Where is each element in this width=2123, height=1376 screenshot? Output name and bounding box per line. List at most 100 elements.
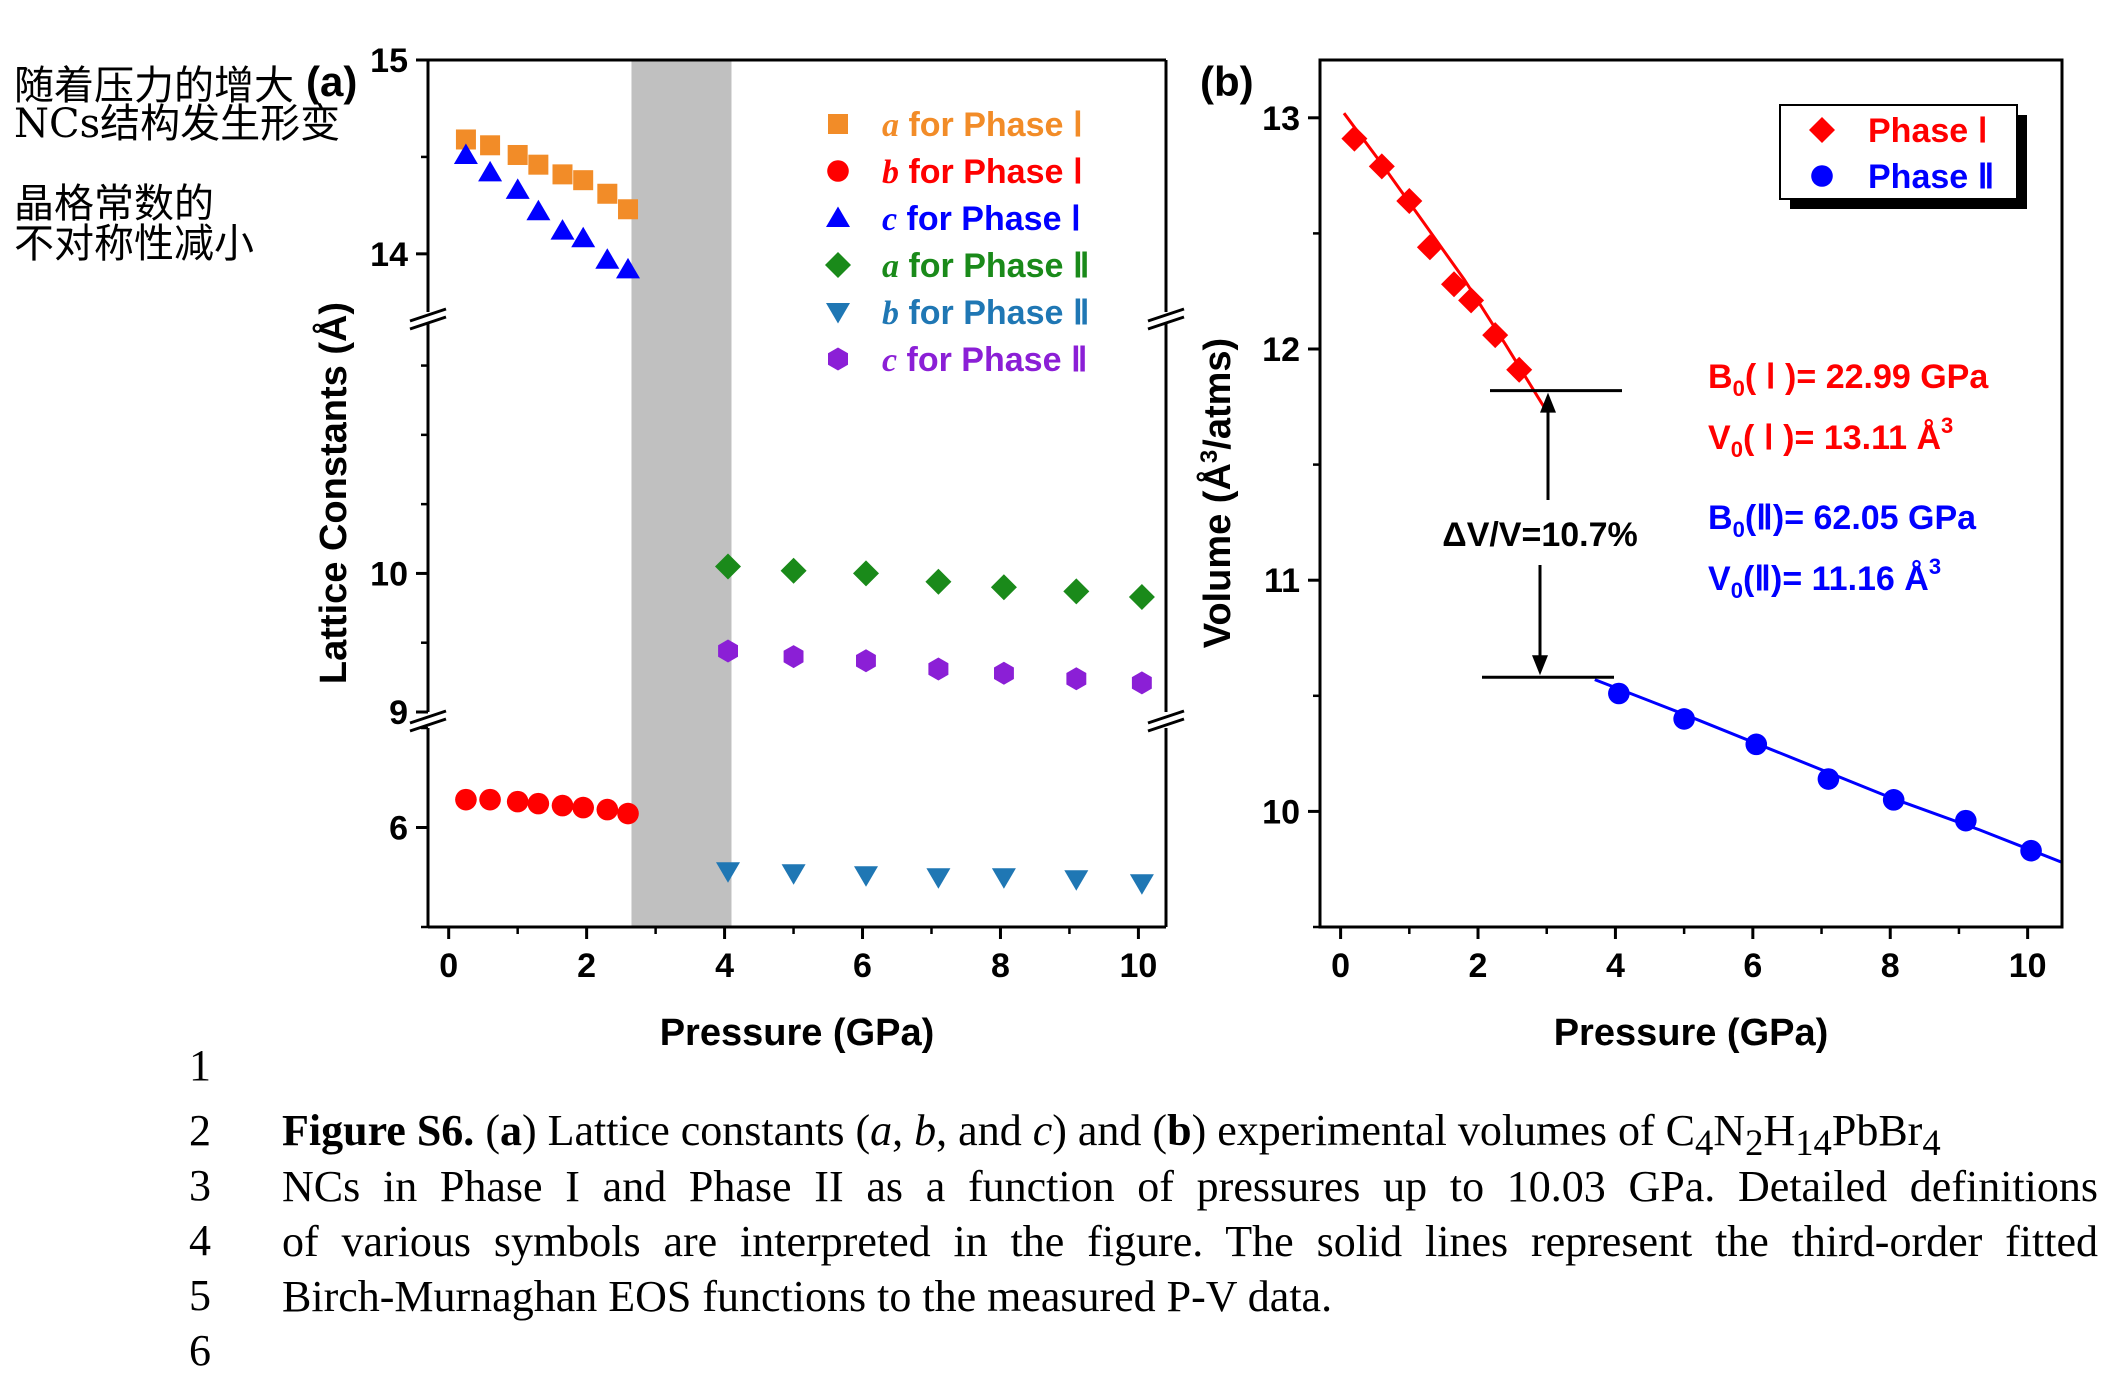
eos-fit-line <box>1342 112 1548 413</box>
y-tick-label: 6 <box>389 810 408 848</box>
axis-break-mark <box>1147 709 1185 725</box>
data-point <box>854 866 878 887</box>
x-tick-label: 4 <box>1606 947 1625 985</box>
panel-b-eos-fit-lines <box>1342 112 2062 864</box>
data-point <box>1506 356 1533 383</box>
legend-marker <box>827 160 849 182</box>
y-tick-label: 11 <box>1264 562 1300 600</box>
y-tick-label: 9 <box>389 694 408 732</box>
data-point <box>1128 584 1155 610</box>
data-point <box>1882 789 1905 811</box>
axis-break-mark <box>1147 307 1185 323</box>
data-point <box>853 560 879 587</box>
legend-label: c for Phase Ⅱ <box>882 341 1088 379</box>
data-point <box>1341 125 1368 152</box>
volume-collapse-annotation <box>1482 389 1622 679</box>
legend-marker <box>825 252 851 278</box>
x-tick-label: 6 <box>853 947 872 985</box>
data-point <box>480 135 501 156</box>
data-point <box>551 794 574 817</box>
y-tick-label: 14 <box>370 236 408 274</box>
legend-text: for Phase Ⅰ <box>897 200 1081 238</box>
fit-parameter: B0(Ⅱ)= 62.05 GPa <box>1708 499 1977 542</box>
data-point <box>1129 874 1154 895</box>
panel-b-label: (b) <box>1200 58 1254 105</box>
legend-marker <box>826 303 850 324</box>
line-number: 6 <box>189 1326 211 1375</box>
data-point <box>1817 768 1840 790</box>
panel-b-y-axis-label-main: Volume (Å <box>1195 463 1239 648</box>
arrow-head-up <box>1540 392 1556 413</box>
data-point <box>597 183 618 204</box>
legend-marker <box>826 206 850 227</box>
data-point <box>479 788 501 811</box>
line-number: 1 <box>189 1041 211 1090</box>
data-point <box>780 557 807 584</box>
y-tick-label: 10 <box>370 555 408 593</box>
x-tick-label: 10 <box>2009 947 2047 985</box>
data-point <box>781 864 806 885</box>
legend-text: for Phase Ⅱ <box>899 247 1090 285</box>
data-point <box>716 862 740 883</box>
data-point <box>1608 682 1630 705</box>
arrow-head-down <box>1532 655 1548 676</box>
data-point <box>1441 271 1467 298</box>
legend-text: for Phase Ⅰ <box>899 153 1083 191</box>
panel-b-data-points <box>1341 125 2042 862</box>
y-tick-label: 15 <box>370 42 408 80</box>
data-point <box>526 199 551 221</box>
x-tick-label: 0 <box>439 947 458 985</box>
line-number: 4 <box>189 1216 211 1265</box>
y-tick-label: 12 <box>1262 331 1300 369</box>
data-point <box>1131 671 1152 695</box>
panel-a-y-axis-label: Lattice Constants (Å) <box>311 302 355 684</box>
panel-b-legend: Phase Ⅰ Phase Ⅱ <box>1779 104 2027 209</box>
legend-variable: c <box>882 201 897 238</box>
x-tick-label: 8 <box>991 947 1010 985</box>
axis-break-mark <box>1147 315 1185 331</box>
caption-figure-label: Figure S6. <box>282 1106 475 1155</box>
panel-b-x-ticks: 0 2 4 6 8 10 <box>1331 927 2047 985</box>
panel-a-legend: a for Phase Ⅰb for Phase Ⅰc for Phase Ⅰa… <box>825 106 1090 379</box>
x-tick-label: 10 <box>1119 947 1157 985</box>
x-tick-label: 8 <box>1881 947 1900 985</box>
fit-parameter: V0( Ⅰ )= 13.11 Å3 <box>1708 413 1953 462</box>
data-point <box>506 790 529 813</box>
legend-marker <box>828 347 848 371</box>
data-point <box>1482 322 1509 349</box>
data-point <box>928 657 949 681</box>
legend-label: a for Phase Ⅱ <box>882 247 1090 285</box>
data-point <box>925 568 952 595</box>
legend-text: for Phase Ⅱ <box>899 294 1090 332</box>
data-point <box>455 129 476 150</box>
data-point <box>718 639 738 663</box>
data-point <box>1416 234 1443 261</box>
data-point <box>1066 667 1087 691</box>
panel-b-y-axis-label: Volume (Å3/atms) <box>1195 338 1239 648</box>
x-tick-label: 6 <box>1743 947 1762 985</box>
data-point <box>1396 188 1423 214</box>
data-point <box>990 574 1017 601</box>
data-point <box>1955 809 1977 832</box>
annotation-note-line-1: 随着压力的增大 <box>14 63 294 109</box>
data-point <box>571 226 596 248</box>
x-tick-label: 0 <box>1331 947 1350 985</box>
data-point <box>596 798 619 821</box>
legend-variable: a <box>882 107 899 144</box>
axis-break-mark <box>409 307 447 323</box>
data-point <box>550 219 575 240</box>
data-point <box>991 868 1016 889</box>
annotation-note-line-3: 晶格常数的 <box>14 181 214 227</box>
figure-caption-line-2: NCs in Phase I and Phase II as a functio… <box>282 1162 2098 1211</box>
data-point <box>572 796 594 819</box>
legend-label: Phase Ⅰ <box>1868 112 1988 150</box>
annotation-note-line-4: 不对称性减小 <box>14 221 254 267</box>
data-point <box>994 661 1014 685</box>
data-point <box>507 144 528 165</box>
legend-variable: b <box>882 154 899 191</box>
x-tick-label: 2 <box>1469 947 1488 985</box>
legend-text: for Phase Ⅱ <box>897 341 1088 379</box>
